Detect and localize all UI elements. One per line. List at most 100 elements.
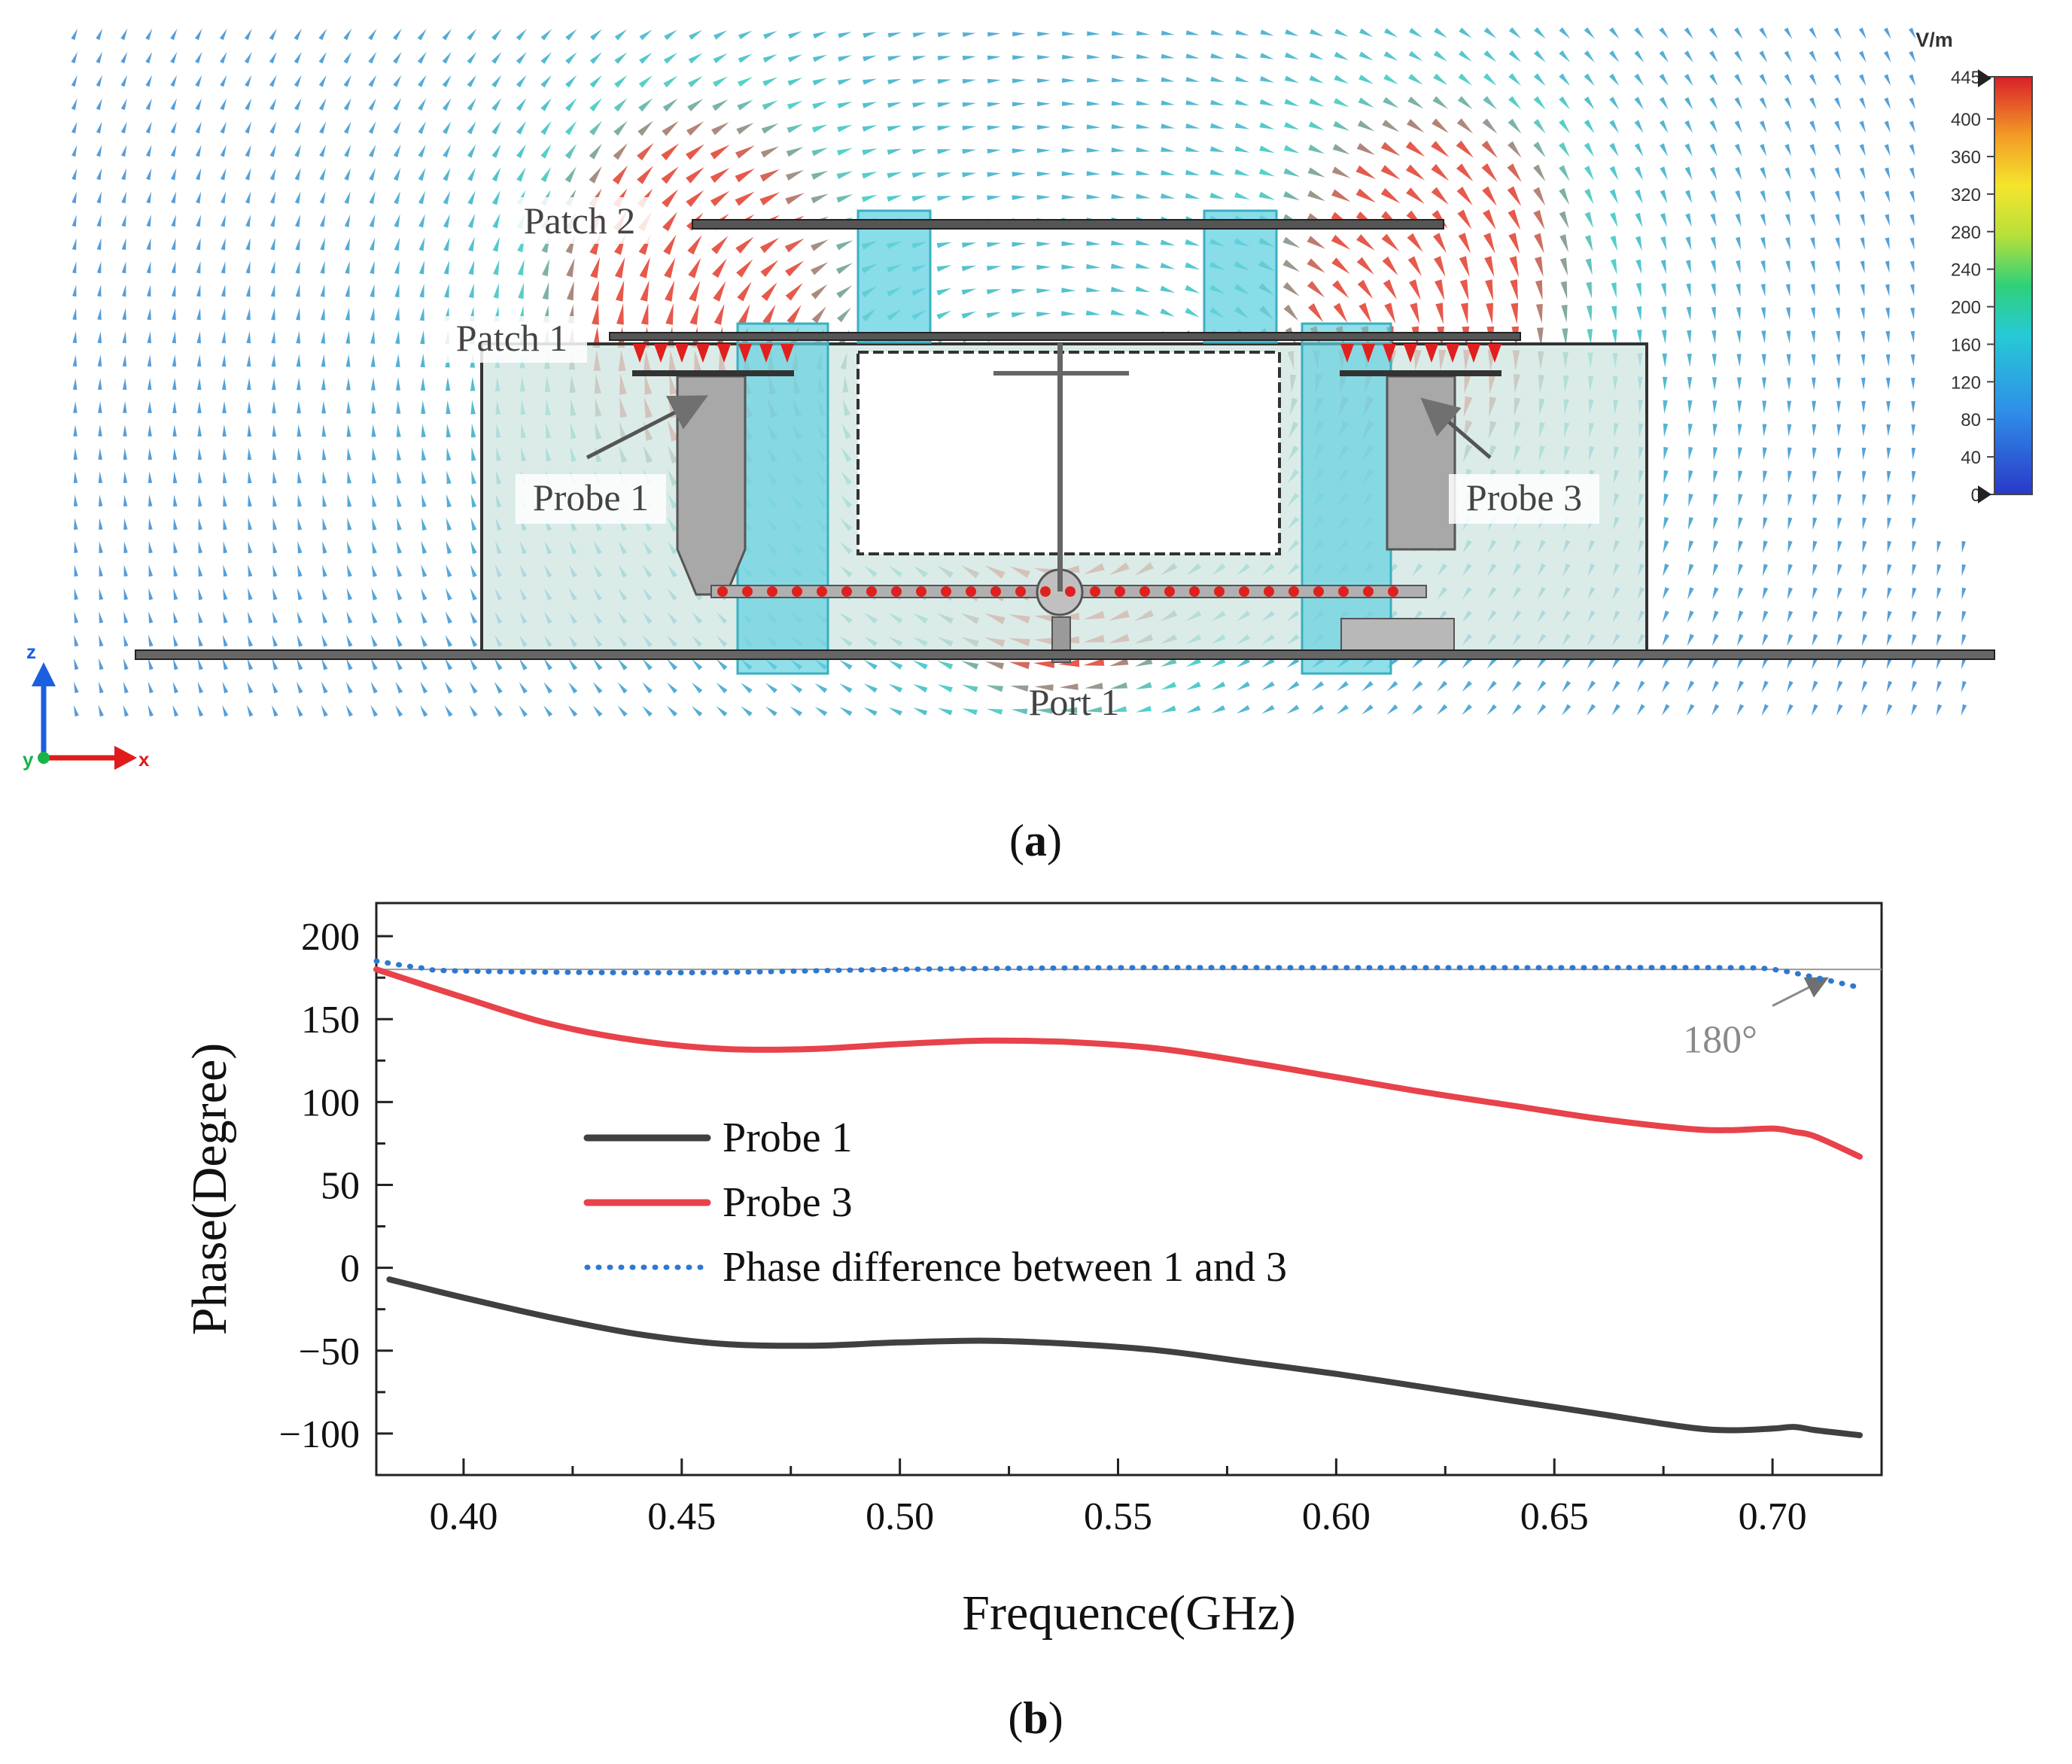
- field-arrow: [296, 704, 303, 717]
- field-arrow: [710, 144, 730, 160]
- field-arrow: [716, 683, 728, 694]
- field-arrow: [1508, 118, 1522, 134]
- field-arrow: [640, 280, 650, 302]
- field-arrow: [1086, 124, 1101, 129]
- field-arrow: [1334, 75, 1349, 84]
- field-arrow: [470, 540, 477, 555]
- hotspot-dot: [841, 586, 852, 597]
- field-arrow: [71, 121, 78, 134]
- colorbar-gradient: [1994, 76, 2033, 495]
- field-arrow: [1711, 283, 1716, 297]
- field-arrow: [1508, 73, 1522, 87]
- field-arrow: [294, 191, 301, 204]
- field-arrow: [1307, 167, 1325, 178]
- field-arrow: [1687, 330, 1692, 344]
- field-arrow: [1235, 76, 1249, 83]
- field-arrow: [74, 634, 79, 647]
- field-arrow: [987, 55, 1001, 60]
- field-arrow: [887, 102, 902, 108]
- field-arrow: [1062, 101, 1076, 106]
- colorbar-tick-label: 280: [1951, 223, 1981, 243]
- field-arrow: [173, 494, 178, 507]
- field-arrow: [962, 196, 977, 201]
- field-arrow: [1634, 166, 1644, 181]
- field-arrow: [1111, 124, 1126, 129]
- field-arrow: [593, 658, 603, 671]
- field-arrow: [1362, 704, 1374, 715]
- field-arrow: [245, 98, 252, 111]
- field-arrow: [322, 470, 327, 484]
- field-arrow: [1811, 704, 1818, 716]
- series-line-2: [373, 966, 1863, 1160]
- field-arrow: [98, 401, 102, 413]
- field-arrow: [937, 32, 951, 38]
- field-arrow: [936, 196, 952, 202]
- field-arrow: [417, 51, 427, 64]
- field-arrow: [1537, 657, 1547, 669]
- field-arrow: [1085, 707, 1103, 713]
- field-arrow: [1559, 211, 1569, 229]
- field-arrow: [346, 658, 353, 671]
- field-arrow: [937, 126, 952, 131]
- field-arrow: [1833, 27, 1842, 39]
- field-arrow: [223, 588, 228, 601]
- field-arrow: [741, 683, 753, 694]
- field-arrow: [1709, 97, 1718, 110]
- field-arrow: [467, 144, 476, 158]
- field-arrow: [418, 98, 427, 111]
- probe3-plate: [1386, 375, 1456, 551]
- field-arrow: [1333, 120, 1350, 131]
- field-arrow: [1086, 287, 1101, 293]
- field-arrow: [394, 237, 400, 251]
- field-arrow: [937, 102, 952, 108]
- field-arrow: [1885, 354, 1891, 366]
- field-arrow: [713, 76, 729, 87]
- field-arrow: [1609, 96, 1620, 110]
- patch1-left-edge: [632, 370, 794, 376]
- field-arrow: [173, 518, 178, 531]
- field-arrow: [1786, 354, 1791, 367]
- field-arrow: [345, 307, 350, 321]
- field-arrow: [1085, 310, 1101, 316]
- field-arrow: [320, 237, 325, 251]
- field-arrow: [171, 191, 177, 204]
- field-arrow: [1884, 167, 1891, 180]
- field-arrow: [1086, 101, 1100, 106]
- field-arrow: [297, 681, 303, 694]
- field-arrow: [319, 214, 326, 227]
- field-arrow: [1937, 564, 1942, 576]
- field-arrow: [1788, 470, 1792, 484]
- field-arrow: [1160, 308, 1176, 317]
- field-arrow: [446, 540, 452, 555]
- field-arrow: [172, 704, 179, 717]
- field-arrow: [1434, 256, 1446, 277]
- field-arrow: [1261, 681, 1275, 691]
- field-arrow: [421, 470, 427, 485]
- field-arrow: [147, 378, 152, 390]
- probe3-label-bg: [1449, 474, 1599, 524]
- field-arrow: [122, 308, 126, 321]
- field-arrow: [1784, 167, 1791, 180]
- field-arrow: [1235, 29, 1249, 36]
- field-arrow: [393, 98, 402, 111]
- field-arrow: [344, 168, 351, 181]
- field-arrow: [295, 238, 300, 251]
- field-arrow: [1407, 256, 1422, 277]
- field-arrow: [1787, 400, 1792, 414]
- field-arrow: [567, 281, 574, 301]
- field-arrow: [937, 56, 951, 61]
- field-arrow: [1912, 494, 1916, 506]
- field-arrow: [1784, 120, 1792, 133]
- field-arrow: [148, 704, 154, 717]
- field-arrow: [1663, 446, 1669, 461]
- field-arrow: [297, 634, 303, 647]
- colorbar-tick-label: 160: [1951, 335, 1981, 355]
- field-arrow: [120, 75, 127, 87]
- field-arrow: [713, 281, 726, 302]
- field-arrow: [1761, 704, 1769, 716]
- field-arrow: [1111, 54, 1125, 59]
- field-arrow: [248, 494, 252, 507]
- field-arrow: [1384, 303, 1396, 324]
- field-arrow: [985, 661, 1005, 670]
- field-arrow: [1486, 704, 1497, 716]
